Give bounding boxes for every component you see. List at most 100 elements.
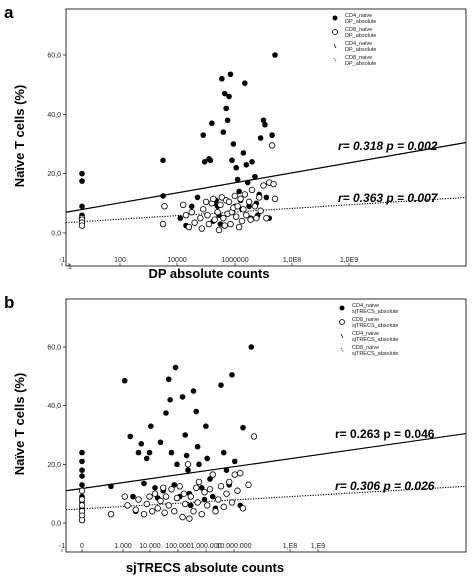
point-cd4 (121, 377, 128, 384)
point-cd4 (182, 432, 189, 438)
point-cd8 (149, 508, 156, 515)
point-cd8 (218, 194, 226, 201)
fit-line-cd4 (65, 141, 467, 213)
point-cd8 (185, 223, 193, 231)
point-cd4 (200, 132, 207, 138)
point-cd4 (272, 52, 278, 58)
panel-b-label: b (4, 293, 14, 312)
point-cd8 (182, 500, 189, 508)
legend-marker-solid-line (340, 333, 344, 339)
point-cd8 (140, 511, 148, 518)
panel-a-annotations: r= 0.318 p = 0.002 r= 0.363 p = 0.007 (338, 139, 439, 205)
y-tick-label: 20,0 (47, 462, 61, 469)
point-cd8 (233, 213, 240, 220)
point-cd4 (240, 424, 246, 431)
point-cd4 (242, 80, 248, 86)
panel-a-label: a (4, 3, 14, 22)
point-cd8 (173, 494, 181, 502)
point-cd8 (211, 216, 218, 223)
x-tick-label: 100.000 (165, 543, 190, 550)
point-cd8 (188, 209, 195, 216)
panel-b-frame (65, 298, 467, 553)
point-cd4 (218, 382, 224, 388)
x-tick-label: 1.000.000 (190, 543, 221, 550)
legend-marker-dotted-line (340, 347, 344, 353)
point-cd8 (162, 493, 170, 500)
point-cd8 (210, 195, 217, 203)
legend-label-line1: CD4_naive (352, 303, 379, 309)
x-tick-label: 1,0E9 (340, 257, 358, 264)
point-cd8 (209, 471, 216, 478)
point-cd4 (194, 443, 201, 450)
point-cd8 (215, 226, 223, 234)
point-cd8 (198, 225, 205, 232)
legend-marker-open (332, 29, 338, 35)
panel-a-points (78, 52, 279, 234)
point-cd8 (124, 502, 131, 509)
point-cd4 (198, 485, 205, 491)
point-cd8 (271, 195, 279, 203)
point-cd4 (177, 215, 184, 221)
panel-a-xlabel: DP absolute counts (148, 266, 269, 281)
point-cd8 (228, 499, 236, 506)
panel-a: a Naïve T cells (%) DP absolute counts 0… (4, 3, 467, 281)
point-cd8 (197, 214, 204, 222)
point-cd4 (135, 449, 142, 456)
point-cd8 (227, 220, 234, 228)
point-cd8 (180, 490, 188, 497)
legend-label-line2: DP_absolute (345, 33, 377, 39)
legend-label-line1: CD8_naive (352, 317, 379, 323)
panel-a-x-ticks: -1.1 100 10000 1000000 1,0E8 1,0E9 (59, 257, 358, 271)
point-cd8 (263, 214, 270, 222)
legend-label-line1: CD8_naive (345, 55, 372, 61)
legend-label-line1: CD8_naive (352, 345, 379, 351)
legend-marker-dotted-line (333, 57, 337, 63)
point-cd4 (229, 157, 235, 164)
x-tick-label: 10000 (167, 257, 187, 264)
point-cd8 (171, 508, 178, 515)
point-cd8 (241, 191, 249, 198)
point-cd8 (186, 515, 193, 522)
point-cd8 (234, 203, 241, 210)
x-tick-label: 10.000 (139, 543, 161, 550)
point-cd8 (168, 486, 175, 493)
point-cd4 (260, 117, 267, 124)
legend-marker-filled (332, 15, 338, 21)
point-cd8 (239, 505, 247, 512)
point-cd8 (248, 186, 256, 194)
point-cd4 (207, 157, 214, 164)
point-cd8 (243, 211, 250, 219)
point-cd4 (252, 173, 258, 180)
point-cd4 (233, 164, 240, 171)
panel-b-annotations: r= 0.263 p = 0.046 r= 0.306 p = 0.026 (335, 427, 435, 493)
point-cd8 (253, 214, 260, 222)
point-cd4 (79, 482, 85, 488)
point-cd4 (207, 476, 213, 482)
x-tick-label: 100 (114, 257, 126, 264)
point-cd8 (215, 496, 222, 503)
point-cd8 (107, 511, 115, 518)
point-cd8 (154, 505, 161, 512)
point-cd4 (229, 372, 235, 378)
point-cd8 (146, 493, 153, 500)
point-cd4 (224, 117, 231, 124)
point-cd4 (79, 203, 85, 210)
legend-label-line2: DP_absolute (345, 47, 377, 53)
point-cd8 (157, 497, 164, 505)
point-cd4 (174, 461, 180, 468)
panel-a-y-ticks: 0,0 20,0 40,0 60,0 (47, 53, 66, 238)
legend-label-line2: sjTRECS_absolute (352, 351, 398, 357)
panel-b-ylabel: Naïve T cells (%) (12, 373, 27, 476)
point-cd4 (230, 141, 237, 147)
point-cd8 (217, 483, 225, 490)
point-cd4 (220, 449, 227, 456)
point-cd8 (270, 180, 277, 188)
point-cd4 (146, 449, 153, 456)
point-cd8 (212, 508, 219, 515)
point-cd4 (227, 71, 234, 78)
point-cd8 (200, 206, 207, 213)
legend-marker-filled (339, 305, 345, 311)
point-cd8 (257, 207, 264, 214)
x-tick-label: 1.000 (114, 543, 132, 550)
point-cd4 (243, 161, 250, 168)
